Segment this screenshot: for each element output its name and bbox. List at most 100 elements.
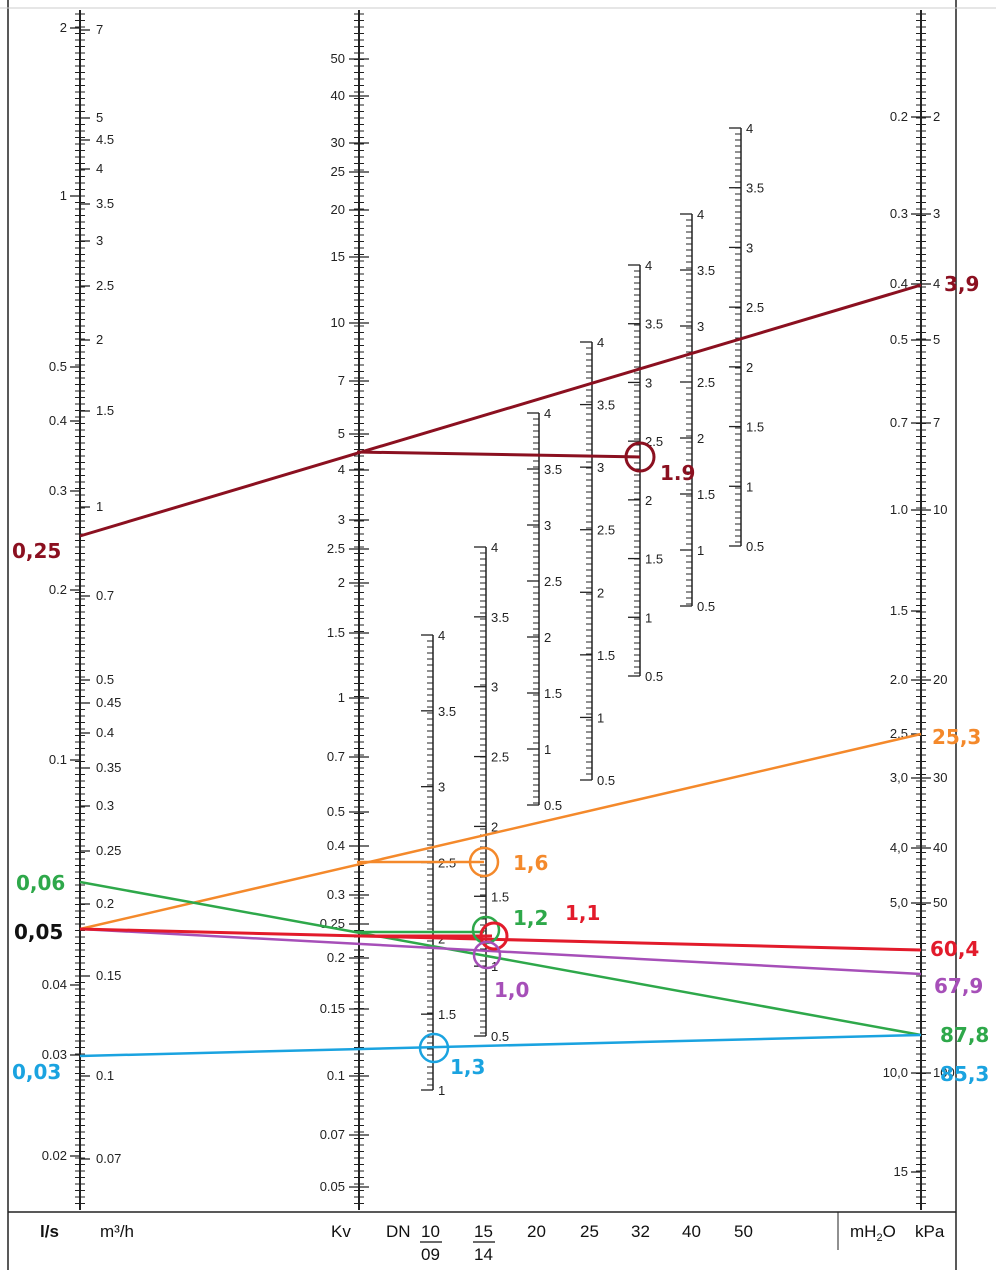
footer-dn-10: 10: [421, 1222, 440, 1241]
red-position-label: 1,1: [565, 901, 600, 925]
kv-tick-label: 0.4: [327, 838, 345, 853]
dn-tick-label: 2: [746, 360, 753, 375]
kpa-tick-label: 50: [933, 895, 947, 910]
kv-tick-label: 1.5: [327, 625, 345, 640]
dn-tick-label: 4: [597, 335, 604, 350]
ls-tick-label: 2: [60, 20, 67, 35]
dn-tick-label: 1.5: [438, 1007, 456, 1022]
dn-tick-label: 1: [746, 479, 753, 494]
ls-tick-label: 0.3: [49, 483, 67, 498]
minor-ticks-layer: [75, 13, 926, 1204]
dn-tick-label: 3: [544, 518, 551, 533]
kpa-tick-label: 40: [933, 840, 947, 855]
mh2o-tick-label: 15: [894, 1164, 908, 1179]
footer-dn-32: 32: [631, 1222, 650, 1241]
maroon-position-label: 1.9: [660, 461, 695, 485]
kpa-tick-label: 7: [933, 415, 940, 430]
blue-solution-line: [79, 1033, 922, 1058]
dn-tick-label: 3.5: [746, 181, 764, 196]
m3h-tick-label: 0.15: [96, 968, 121, 983]
m3h-tick-label: 0.4: [96, 725, 114, 740]
m3h-tick-label: 5: [96, 110, 103, 125]
footer-ls-label: l/s: [40, 1222, 59, 1241]
dn-tick-label: 4: [491, 540, 498, 555]
flow-005-label: 0,05: [14, 920, 63, 944]
ls-tick-label: 0.1: [49, 752, 67, 767]
dn-tick-label: 2: [697, 431, 704, 446]
dn-tick-label: 4: [746, 121, 753, 136]
footer-dn-15: 15: [474, 1222, 493, 1241]
kpa-tick-label: 2: [933, 109, 940, 124]
ls-tick-label: 0.03: [42, 1047, 67, 1062]
m3h-tick-label: 0.25: [96, 843, 121, 858]
mh2o-tick-label: 0.3: [890, 206, 908, 221]
kv-tick-label: 2.5: [327, 541, 345, 556]
m3h-tick-label: 0.1: [96, 1068, 114, 1083]
red-solution-line: [79, 927, 922, 952]
m3h-tick-label: 2: [96, 332, 103, 347]
m3h-tick-label: 0.2: [96, 896, 114, 911]
kv-tick-label: 1: [338, 690, 345, 705]
m3h-tick-label: 3: [96, 233, 103, 248]
dn-tick-label: 4: [645, 258, 652, 273]
ls-tick-label: 0.5: [49, 359, 67, 374]
green-dp-label: 87,8: [940, 1023, 989, 1047]
blue-flow-label: 0,03: [12, 1060, 61, 1084]
dn-tick-label: 2.5: [597, 523, 615, 538]
footer-dn-50: 50: [734, 1222, 753, 1241]
m3h-tick-label: 1: [96, 499, 103, 514]
orange-position-label: 1,6: [513, 851, 548, 875]
kv-tick-label: 2: [338, 575, 345, 590]
mh2o-tick-label: 1.5: [890, 603, 908, 618]
dn-tick-label: 3.5: [491, 610, 509, 625]
kv-tick-label: 4: [338, 462, 345, 477]
blue-dn-marker: [418, 1032, 450, 1064]
dn-tick-label: 1: [544, 742, 551, 757]
blue-dp-label: 85,3: [940, 1062, 989, 1086]
dn-tick-label: 2.5: [697, 375, 715, 390]
dn-tick-label: 1.5: [491, 889, 509, 904]
m3h-tick-label: 4: [96, 161, 103, 176]
maroon-dn-marker: [624, 441, 656, 473]
m3h-tick-label: 2.5: [96, 278, 114, 293]
m3h-tick-label: 0.07: [96, 1151, 121, 1166]
mh2o-tick-label: 2.0: [890, 672, 908, 687]
dn-tick-label: 1.5: [645, 552, 663, 567]
footer-dn-25: 25: [580, 1222, 599, 1241]
solution-lines: [79, 283, 922, 1058]
dn-tick-label: 2.5: [746, 300, 764, 315]
footer-mh2o-m: mH: [850, 1222, 876, 1241]
dn-tick-label: 0.5: [597, 773, 615, 788]
blue-position-label: 1,3: [450, 1055, 485, 1079]
dn-tick-label: 1.5: [697, 487, 715, 502]
dn-tick-label: 0.5: [491, 1029, 509, 1044]
dn-tick-label: 3: [746, 240, 753, 255]
dn-tick-label: 3: [645, 375, 652, 390]
kv-tick-label: 0.05: [320, 1179, 345, 1194]
footer-m3h-label: m³/h: [100, 1222, 134, 1241]
dn-tick-label: 2: [597, 585, 604, 600]
dn-tick-label: 0.5: [544, 798, 562, 813]
mh2o-tick-label: 4,0: [890, 840, 908, 855]
footer-dn-09: 09: [421, 1245, 440, 1264]
kv-tick-label: 7: [338, 373, 345, 388]
m3h-tick-label: 0.7: [96, 588, 114, 603]
footer-dn-20: 20: [527, 1222, 546, 1241]
red-dn-marker: [479, 921, 509, 951]
footer-dn-14: 14: [474, 1245, 493, 1264]
dn-tick-label: 1: [597, 710, 604, 725]
dn-tick-label: 1.5: [746, 420, 764, 435]
kv-tick-label: 20: [331, 202, 345, 217]
ls-tick-label: 0.02: [42, 1148, 67, 1163]
kpa-tick-label: 20: [933, 672, 947, 687]
footer-dn-label: DN: [386, 1222, 411, 1241]
m3h-tick-label: 4.5: [96, 132, 114, 147]
kpa-tick-label: 3: [933, 206, 940, 221]
maroon-dp-label: 3,9: [944, 272, 979, 296]
dn-tick-label: 2.5: [491, 750, 509, 765]
maroon-kv-to-dn-line: [356, 450, 641, 459]
green-flow-label: 0,06: [16, 871, 65, 895]
footer-kv-label: Kv: [331, 1222, 351, 1241]
kpa-tick-label: 5: [933, 332, 940, 347]
mh2o-tick-label: 0.2: [890, 109, 908, 124]
